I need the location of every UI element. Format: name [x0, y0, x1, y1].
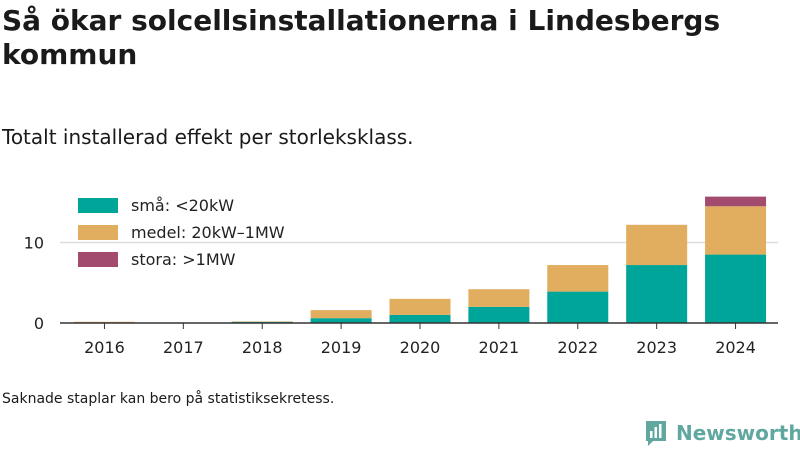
legend-label: små: <20kW	[131, 196, 234, 215]
chart-subtitle: Totalt installerad effekt per storlekskl…	[2, 125, 414, 149]
bar-segment	[389, 314, 451, 323]
chart-title: Så ökar solcellsinstallationerna i Linde…	[2, 4, 721, 71]
bar-segment	[705, 254, 767, 323]
bar-segment	[705, 206, 767, 255]
x-tick-label: 2017	[163, 338, 204, 357]
bar-segment	[705, 196, 767, 207]
y-tick-label: 0	[34, 314, 44, 333]
bar-segment	[310, 318, 372, 323]
newsworthy-logo-icon	[646, 421, 666, 446]
bar-segment	[547, 265, 609, 292]
bar-segment	[389, 298, 451, 315]
bar-segment	[626, 265, 688, 323]
x-tick-label: 2022	[557, 338, 598, 357]
x-tick-label: 2023	[636, 338, 677, 357]
y-tick-label: 10	[24, 234, 44, 253]
brand-logo[interactable]: Newsworthy	[644, 418, 800, 448]
footnote: Saknade staplar kan bero på statistiksek…	[2, 391, 335, 407]
legend-swatch	[78, 225, 118, 240]
brand-name: Newsworthy	[676, 421, 800, 445]
x-tick-label: 2018	[242, 338, 283, 357]
bar-segment	[468, 289, 530, 307]
x-tick-label: 2016	[84, 338, 125, 357]
bar-segment	[626, 224, 688, 266]
x-tick-label: 2021	[479, 338, 520, 357]
bar-segment	[73, 321, 135, 323]
legend-label: stora: >1MW	[131, 250, 236, 269]
legend-swatch	[78, 252, 118, 267]
bar-segment	[547, 291, 609, 323]
legend-label: medel: 20kW–1MW	[131, 223, 285, 242]
bar-segment	[310, 310, 372, 319]
bar-segment	[468, 306, 530, 323]
x-tick-label: 2020	[400, 338, 441, 357]
x-tick-label: 2019	[321, 338, 362, 357]
legend-swatch	[78, 198, 118, 213]
x-tick-label: 2024	[715, 338, 756, 357]
